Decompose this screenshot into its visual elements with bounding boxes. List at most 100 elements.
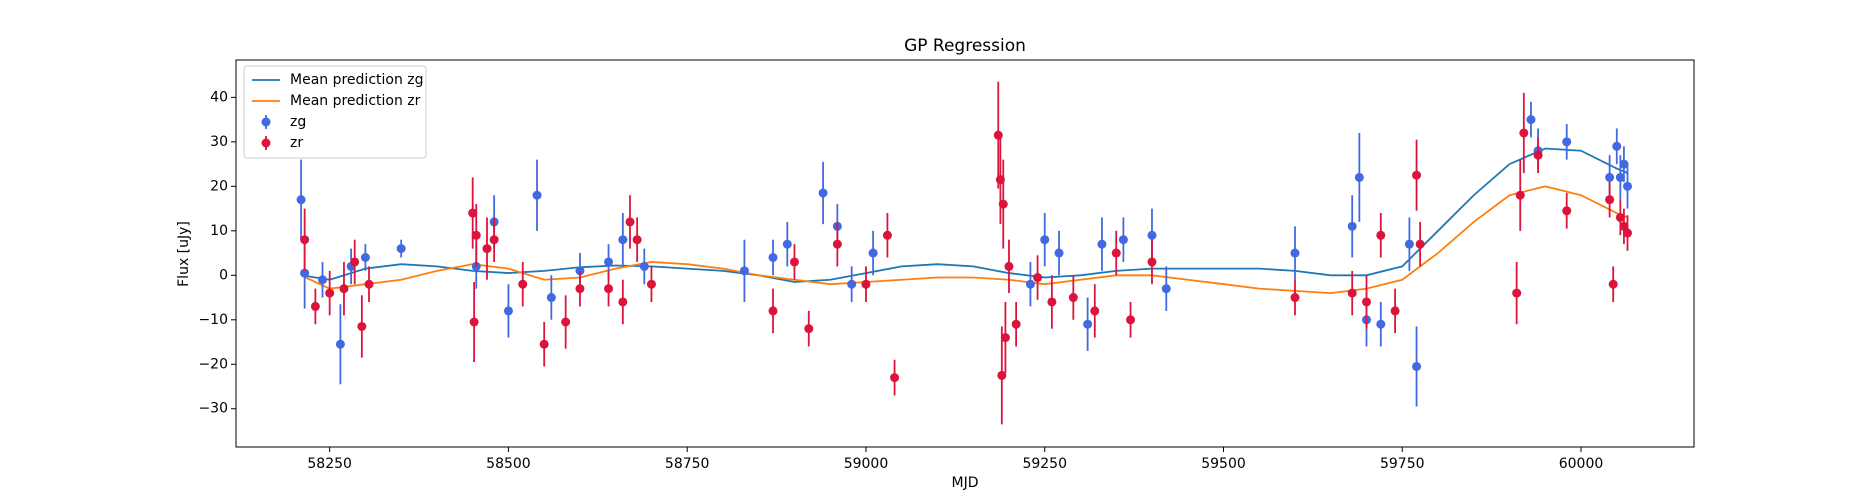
data-point (1612, 141, 1622, 151)
mean-line (300, 185, 1628, 294)
chart-title: GP Regression (904, 36, 1026, 56)
data-point (998, 199, 1008, 209)
data-point (861, 279, 871, 289)
data-point (310, 301, 320, 311)
data-point (1147, 230, 1157, 240)
data-point (1040, 235, 1050, 245)
data-point (1376, 230, 1386, 240)
legend-swatch (261, 138, 271, 148)
data-point (1404, 239, 1414, 249)
data-point (339, 284, 349, 294)
data-point (1515, 190, 1525, 200)
data-point (1118, 235, 1128, 245)
data-point (1161, 284, 1171, 294)
data-point (518, 279, 528, 289)
legend-label: zr (290, 135, 303, 151)
data-point (818, 188, 828, 198)
x-tick-label: 59250 (1022, 456, 1067, 472)
data-point (993, 130, 1003, 140)
data-point (300, 268, 310, 278)
data-point (350, 257, 360, 267)
data-point (1412, 170, 1422, 180)
data-point (804, 324, 814, 334)
data-point (482, 244, 492, 254)
data-point (1354, 172, 1364, 182)
data-point (364, 279, 374, 289)
y-tick-label: −30 (198, 401, 228, 417)
data-point (1290, 248, 1300, 258)
data-point (1290, 293, 1300, 303)
data-point (1004, 261, 1014, 271)
data-point (739, 266, 749, 276)
plot-frame (235, 59, 1695, 448)
data-point (1111, 248, 1121, 258)
data-point (1562, 206, 1572, 216)
data-point (539, 339, 549, 349)
data-point (1347, 221, 1357, 231)
legend-label: Mean prediction zg (290, 72, 424, 88)
data-point (789, 257, 799, 267)
data-point (1011, 319, 1021, 329)
data-point (1147, 257, 1157, 267)
y-tick-label: 40 (210, 89, 228, 105)
legend-swatch (261, 117, 271, 127)
data-point (1376, 319, 1386, 329)
legend-label: zg (290, 114, 306, 130)
data-point (325, 288, 335, 298)
data-point (357, 321, 367, 331)
data-point (847, 279, 857, 289)
data-point (561, 317, 571, 327)
data-point (890, 373, 900, 383)
x-tick-label: 58250 (307, 456, 352, 472)
data-point (625, 217, 635, 227)
data-point (1412, 361, 1422, 371)
mean-line (300, 147, 1628, 283)
data-point (469, 317, 479, 327)
x-tick-label: 58500 (486, 456, 531, 472)
data-point (1519, 128, 1529, 138)
x-tick-label: 59750 (1380, 456, 1425, 472)
x-tick-label: 58750 (665, 456, 710, 472)
data-point (1025, 279, 1035, 289)
data-point (604, 257, 614, 267)
data-point (1054, 248, 1064, 258)
data-point (532, 190, 542, 200)
data-point (1605, 172, 1615, 182)
data-point (1000, 333, 1010, 343)
data-point (832, 239, 842, 249)
data-point (1090, 306, 1100, 316)
data-point (1512, 288, 1522, 298)
data-point (1533, 150, 1543, 160)
legend-label: Mean prediction zr (290, 93, 421, 109)
data-point (575, 284, 585, 294)
data-point (768, 253, 778, 263)
data-point (1047, 297, 1057, 307)
data-point (604, 284, 614, 294)
y-tick-label: 30 (210, 134, 228, 150)
data-point (632, 235, 642, 245)
data-point (396, 244, 406, 254)
data-point (360, 253, 370, 263)
data-point (997, 370, 1007, 380)
data-point (868, 248, 878, 258)
x-tick-label: 59000 (844, 456, 889, 472)
data-point (503, 306, 513, 316)
data-point (618, 297, 628, 307)
x-tick-label: 60000 (1559, 456, 1604, 472)
data-point (546, 293, 556, 303)
x-tick-label: 59500 (1201, 456, 1246, 472)
data-point (1390, 306, 1400, 316)
data-point (318, 275, 328, 285)
data-point (639, 261, 649, 271)
y-tick-label: −10 (198, 312, 228, 328)
data-point (1362, 297, 1372, 307)
data-point (1619, 159, 1629, 169)
legend-box (243, 65, 427, 159)
data-point (646, 279, 656, 289)
data-point (618, 235, 628, 245)
data-point (1608, 279, 1618, 289)
data-point (1615, 172, 1625, 182)
data-point (1068, 293, 1078, 303)
data-point (1033, 273, 1043, 283)
